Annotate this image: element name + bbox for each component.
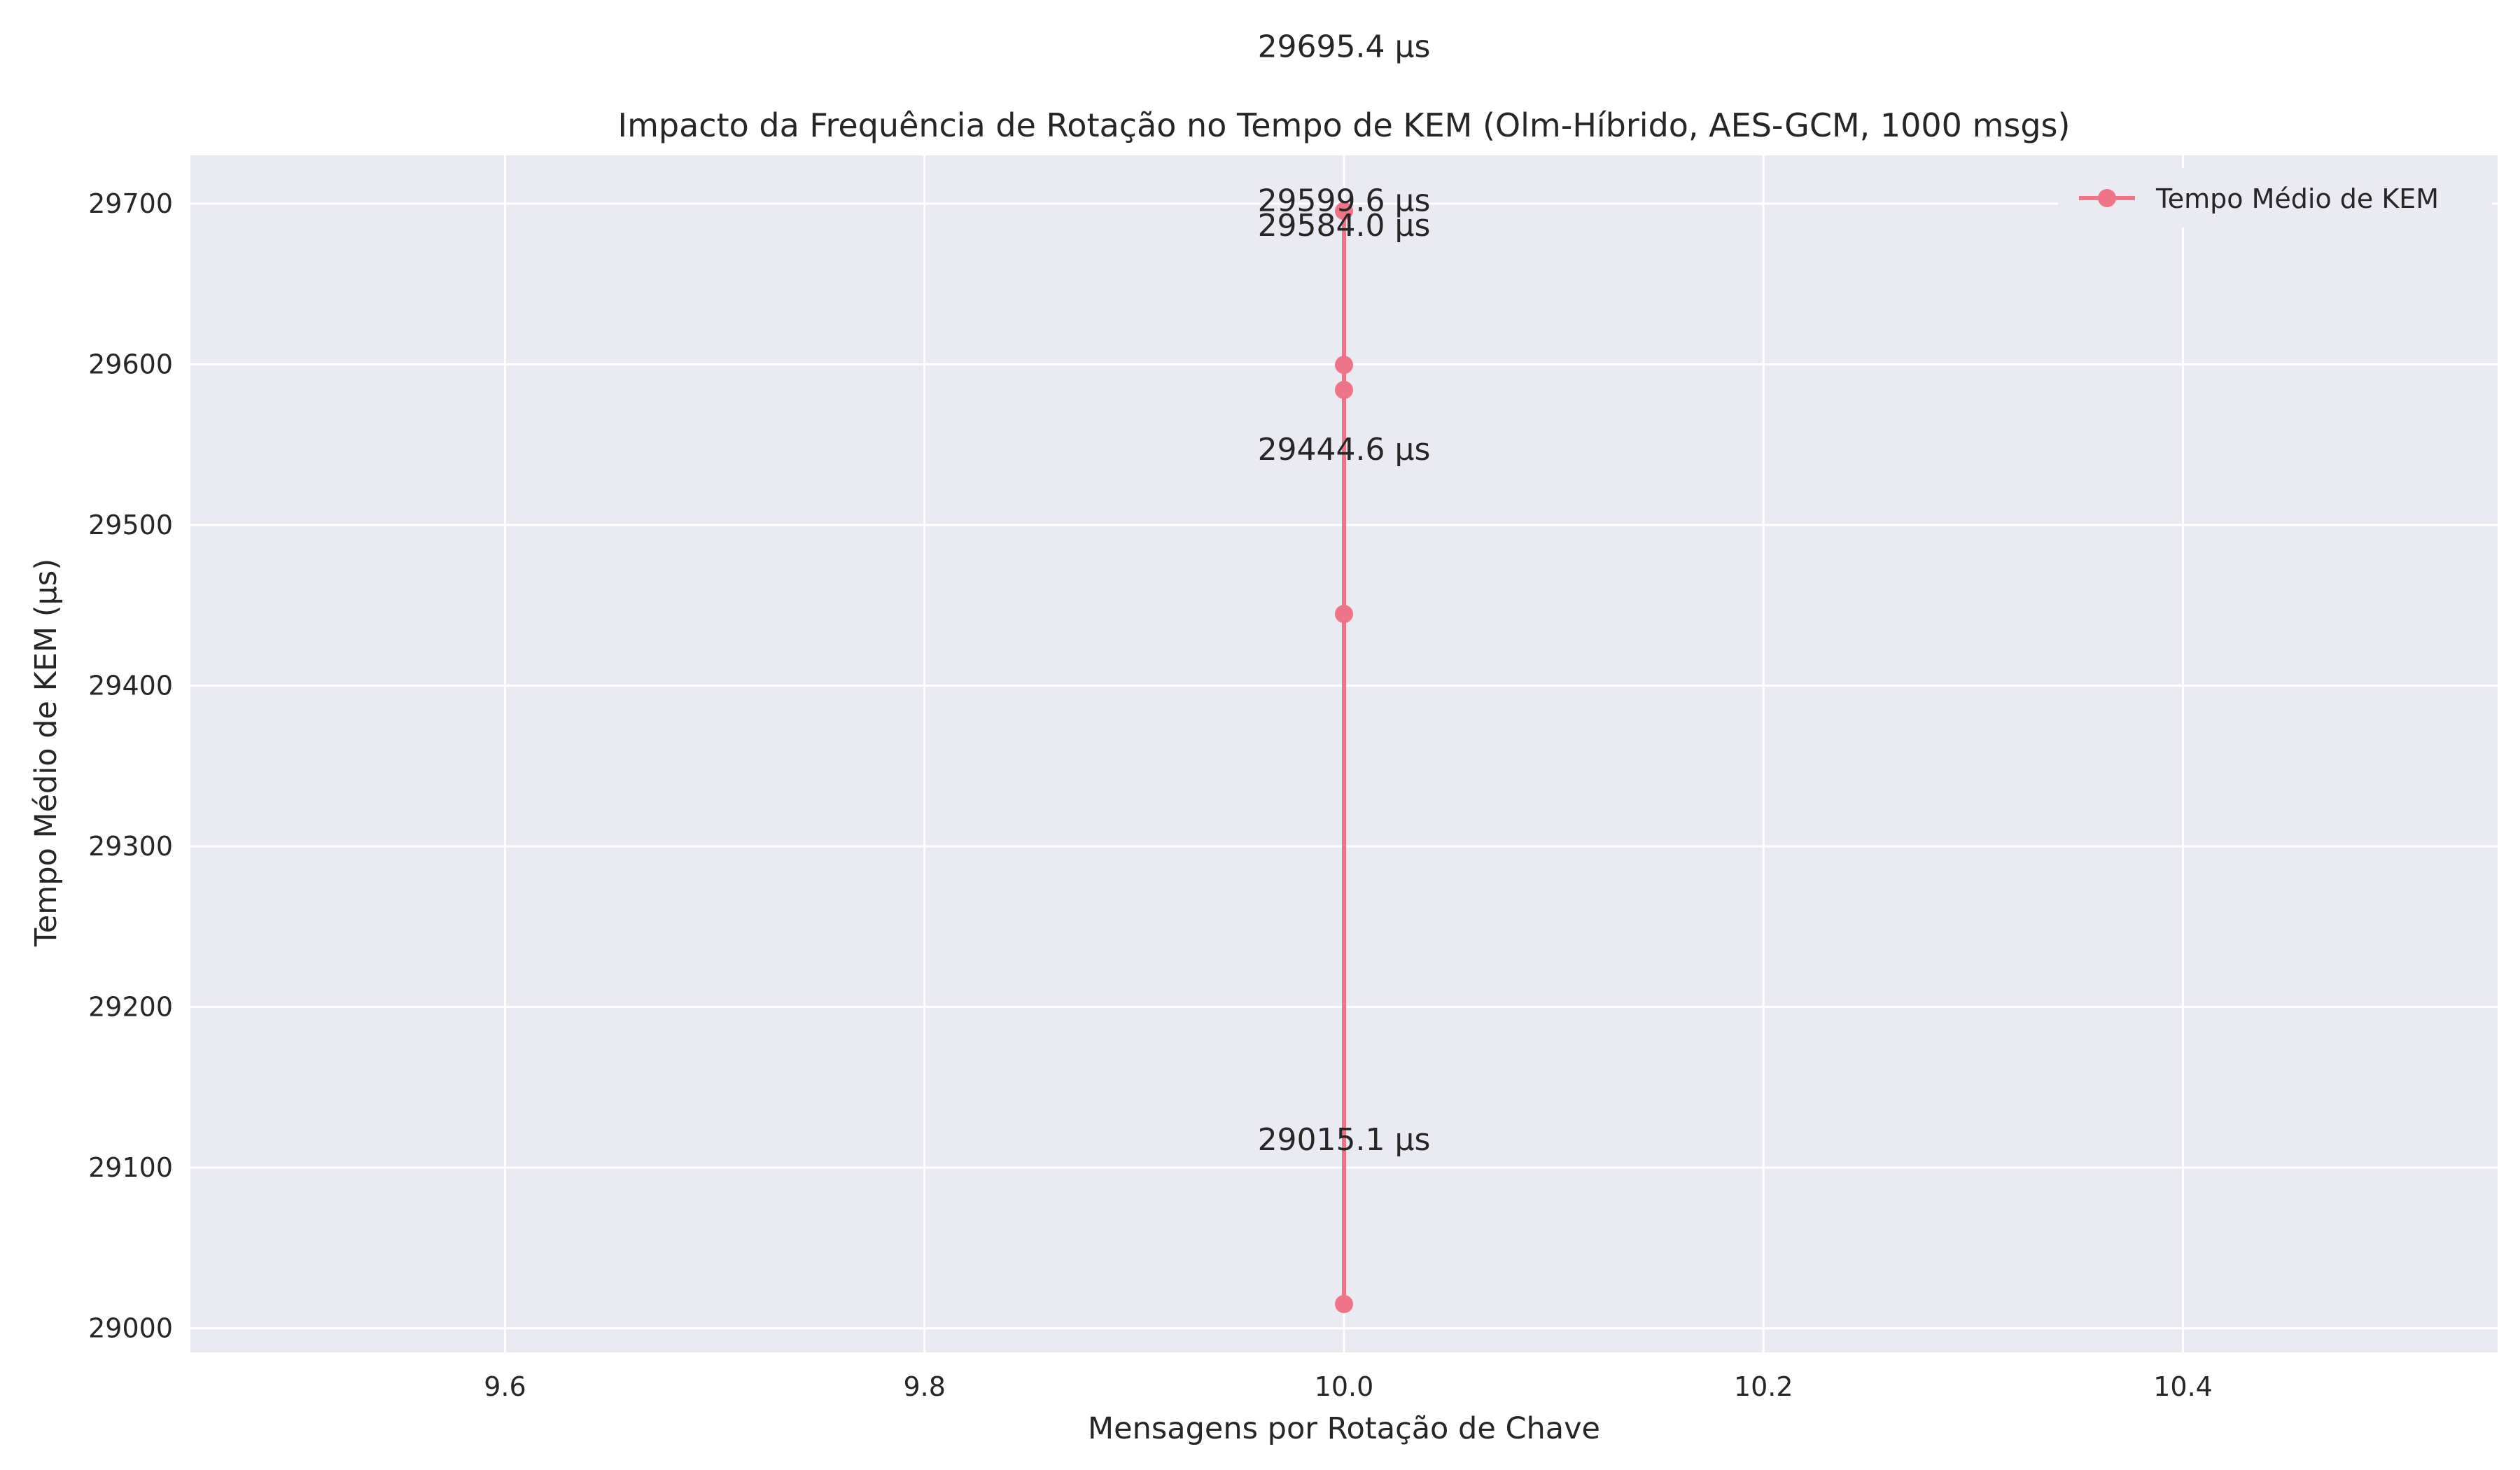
data-label: 29695.4 µs xyxy=(1258,29,1431,64)
y-tick-label: 29700 xyxy=(88,188,173,219)
data-label: 29599.6 µs xyxy=(1258,183,1431,218)
y-tick-labels: 29000 29100 29200 29300 29400 29500 29600 29700 xyxy=(88,188,173,1344)
x-tick-label: 9.6 xyxy=(484,1371,526,1402)
y-axis-label: Tempo Médio de KEM (µs) xyxy=(29,559,64,947)
x-axis-label: Mensagens por Rotação de Chave xyxy=(1088,1411,1600,1446)
legend-marker-swatch xyxy=(2098,189,2116,207)
data-point xyxy=(1335,356,1353,374)
y-tick-label: 29000 xyxy=(88,1313,173,1344)
y-tick-label: 29500 xyxy=(88,510,173,540)
data-points xyxy=(1335,202,1353,1313)
data-point xyxy=(1335,1294,1353,1313)
data-point xyxy=(1335,202,1353,220)
data-point xyxy=(1335,605,1353,624)
chart-title: Impacto da Frequência de Rotação no Temp… xyxy=(618,106,2071,144)
y-tick-label: 29100 xyxy=(88,1152,173,1183)
legend-entry-label: Tempo Médio de KEM xyxy=(2155,183,2439,214)
data-label: 29015.1 µs xyxy=(1258,1122,1431,1158)
y-tick-label: 29300 xyxy=(88,831,173,862)
x-tick-label: 10.4 xyxy=(2153,1371,2213,1402)
x-tick-label: 10.2 xyxy=(1734,1371,1793,1402)
legend: Tempo Médio de KEM xyxy=(2058,168,2492,227)
x-tick-label: 9.8 xyxy=(904,1371,946,1402)
data-label: 29584.0 µs xyxy=(1258,208,1431,244)
y-tick-label: 29400 xyxy=(88,670,173,701)
x-tick-label: 10.0 xyxy=(1315,1371,1374,1402)
data-point xyxy=(1335,381,1353,400)
y-tick-label: 29600 xyxy=(88,349,173,379)
y-tick-label: 29200 xyxy=(88,992,173,1023)
data-label: 29444.6 µs xyxy=(1258,432,1431,468)
x-tick-labels: 9.6 9.8 10.0 10.2 10.4 xyxy=(484,1371,2213,1402)
